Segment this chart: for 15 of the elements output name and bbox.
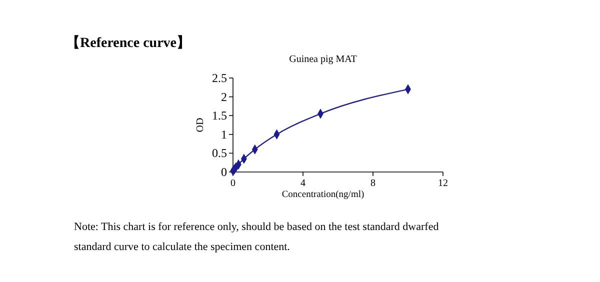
y-axis-title: OD [195,118,206,132]
text: Note: This chart is for reference only, should be based on the test standard dwarfed standard curve to calculate the specimen content. [74,221,440,253]
y-tick-label: 2.5 [212,71,227,85]
x-tick-label: 8 [370,178,376,189]
y-tick-label: 0.5 [212,146,227,160]
y-tick-label: 0 [221,165,227,179]
x-tick-label: 12 [438,178,448,189]
chart-subtitle: Guinea pig MAT [289,54,357,65]
y-tick-label: 2 [221,90,227,104]
chart-title: 【Reference curve】 [66,35,191,51]
y-tick-label: 1.5 [212,108,227,123]
y-tick-label: 1 [221,127,227,142]
x-axis-title: Concentration(ng/ml) [282,190,364,200]
x-tick-label: 0 [230,178,236,189]
x-tick-label: 4 [300,178,306,189]
